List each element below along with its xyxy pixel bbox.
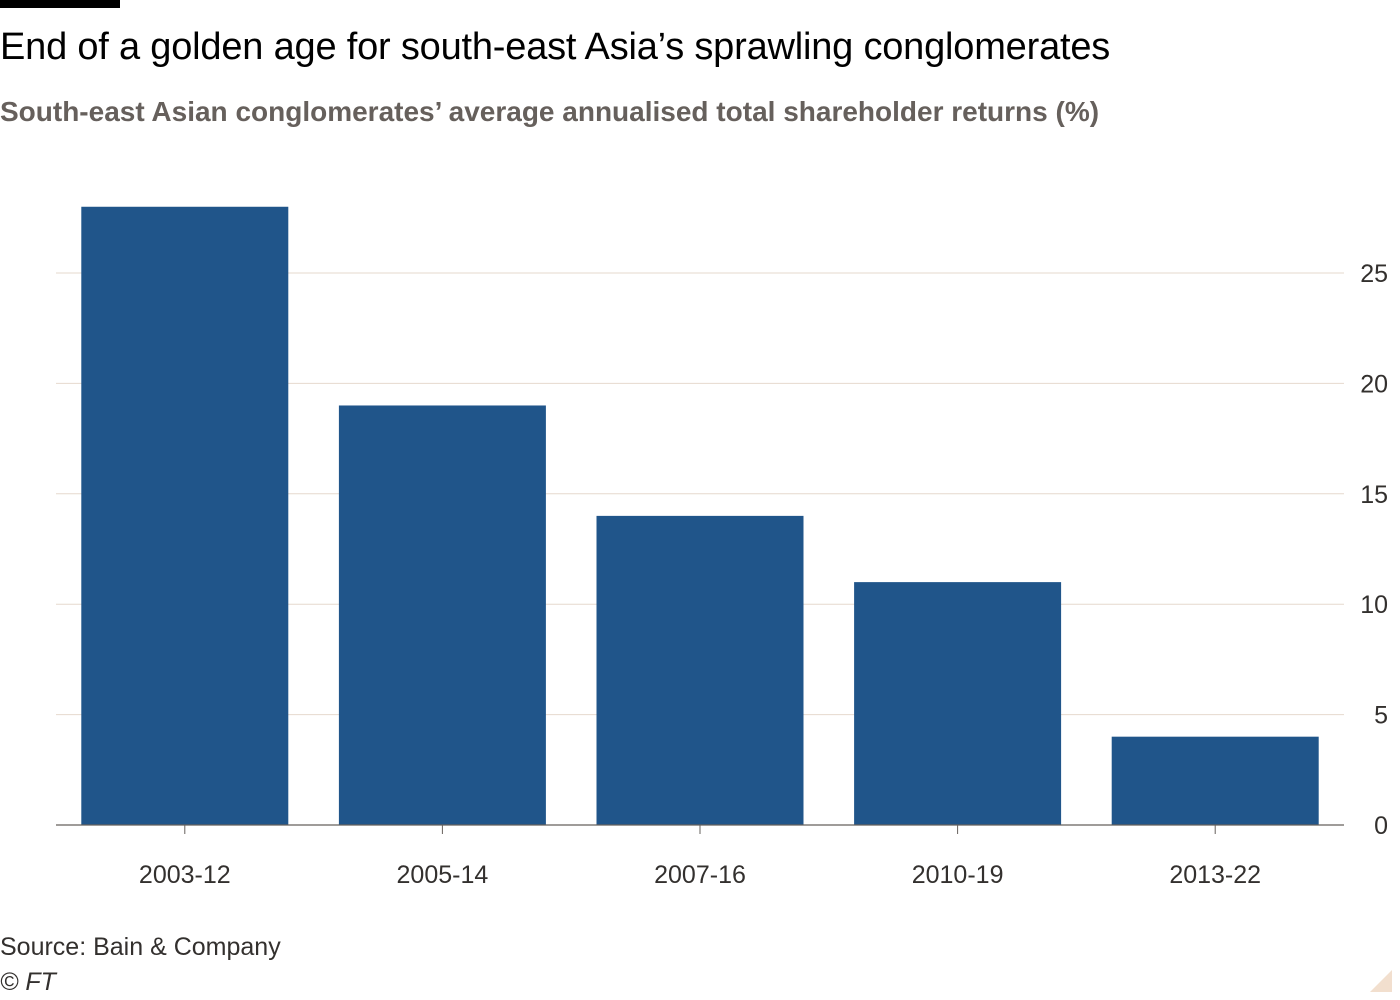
bar [1111, 736, 1319, 825]
bar [81, 206, 289, 825]
y-tick-label: 10 [1360, 591, 1388, 619]
y-axis: 0 5 10 15 20 25 [1360, 260, 1388, 840]
x-axis: 2003-12 2005-14 2007-16 2010-19 2013-22 [56, 824, 1344, 889]
y-tick-label: 25 [1360, 260, 1388, 288]
x-tick-label: 2013-22 [1169, 861, 1261, 889]
bars [81, 206, 1319, 825]
ft-credit: © FT [0, 968, 56, 996]
y-tick-label: 0 [1374, 812, 1388, 840]
corner-fold-icon [1370, 970, 1392, 992]
chart-subtitle: South-east Asian conglomerates’ average … [0, 96, 1100, 127]
y-tick-label: 20 [1360, 370, 1388, 398]
source-note: Source: Bain & Company [0, 933, 281, 961]
chart-title: End of a golden age for south-east Asia’… [0, 26, 1111, 68]
x-tick-label: 2003-12 [139, 861, 231, 889]
x-tick-label: 2005-14 [397, 861, 489, 889]
bar [596, 515, 804, 825]
x-tick-label: 2007-16 [654, 861, 746, 889]
bar [338, 405, 546, 825]
top-accent-bar [0, 0, 120, 8]
y-tick-label: 15 [1360, 481, 1388, 509]
x-tick-label: 2010-19 [912, 861, 1004, 889]
y-tick-label: 5 [1374, 702, 1388, 730]
bar [854, 582, 1062, 825]
